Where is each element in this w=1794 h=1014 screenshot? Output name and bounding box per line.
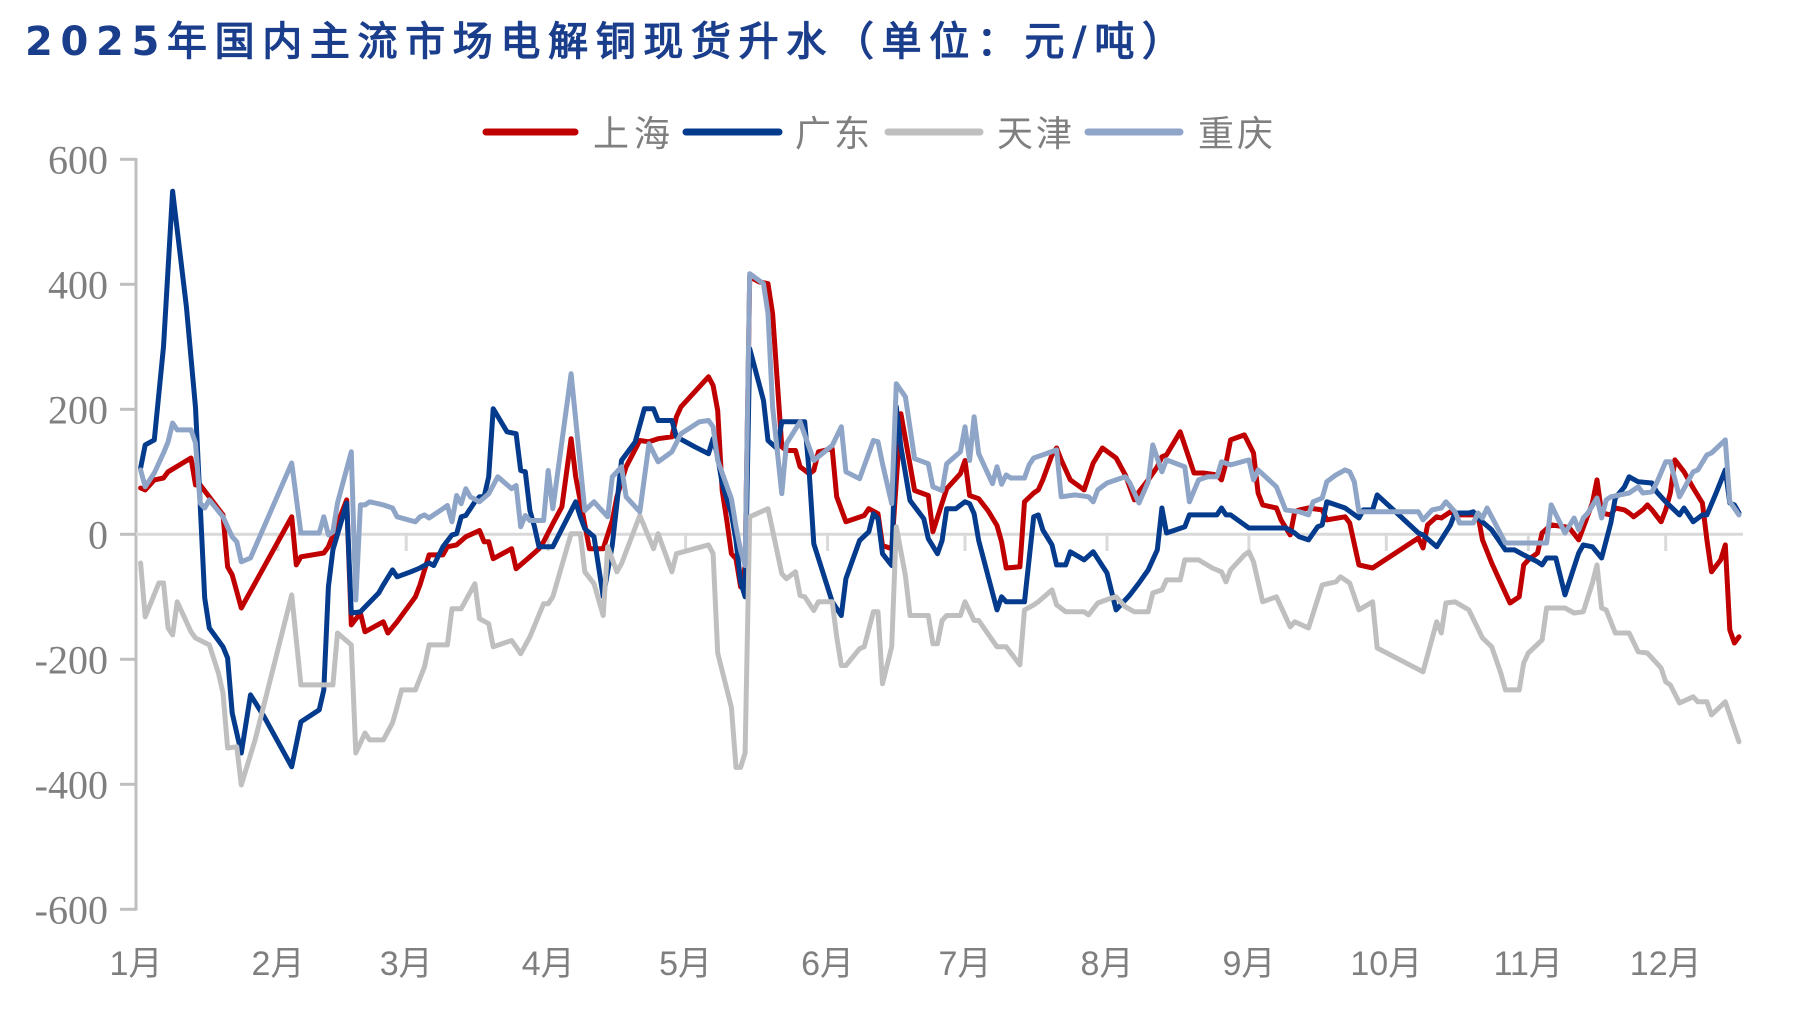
y-tick-label: -600 [35, 887, 108, 932]
series-line-chongqing [138, 271, 1742, 603]
x-axis: 1月 2月 3月 4月 5月 6月 7月 8月 9月 10月 11月 12月 [110, 532, 1743, 983]
x-tick-label: 6月 [801, 945, 854, 983]
x-tick-label: 5月 [659, 945, 712, 983]
legend-item-chongqing: 重庆 [1084, 114, 1273, 155]
x-tick-label: 8月 [1081, 945, 1134, 983]
x-tick-label: 12月 [1630, 945, 1702, 983]
legend-item-shanghai: 上海 [482, 114, 670, 155]
series-line-shanghai [138, 274, 1742, 646]
legend-item-guangdong: 广东 [682, 114, 870, 155]
legend-item-tianjin: 天津 [884, 114, 1072, 155]
x-tick-label: 3月 [380, 945, 433, 983]
x-tick-label: 10月 [1350, 945, 1422, 983]
y-axis: 600 400 200 0 -200 -400 -600 [35, 137, 138, 932]
y-tick-label: 0 [88, 512, 108, 557]
y-tick-label: -400 [35, 762, 108, 807]
chart-title: 2025年国内主流市场电解铜现货升水（单位：元/吨） [25, 19, 1182, 65]
plot-area [138, 188, 1742, 788]
y-tick-label: -200 [35, 637, 108, 682]
y-tick-label: 600 [48, 137, 108, 182]
legend: 上海 广东 天津 重庆 [482, 114, 1273, 155]
x-tick-label: 4月 [522, 945, 575, 983]
legend-label-chongqing: 重庆 [1198, 114, 1273, 155]
x-tick-label: 2月 [252, 945, 305, 983]
legend-label-guangdong: 广东 [795, 114, 870, 155]
series-line-guangdong [138, 188, 1742, 770]
x-tick-label: 7月 [939, 945, 992, 983]
y-tick-label: 200 [48, 387, 108, 432]
legend-label-shanghai: 上海 [593, 114, 670, 155]
y-tick-label: 400 [48, 262, 108, 307]
x-tick-label: 11月 [1494, 945, 1563, 983]
series-line-tianjin [138, 506, 1742, 788]
x-tick-label: 1月 [110, 945, 163, 983]
legend-label-tianjin: 天津 [997, 114, 1072, 155]
x-tick-label: 9月 [1222, 945, 1275, 983]
